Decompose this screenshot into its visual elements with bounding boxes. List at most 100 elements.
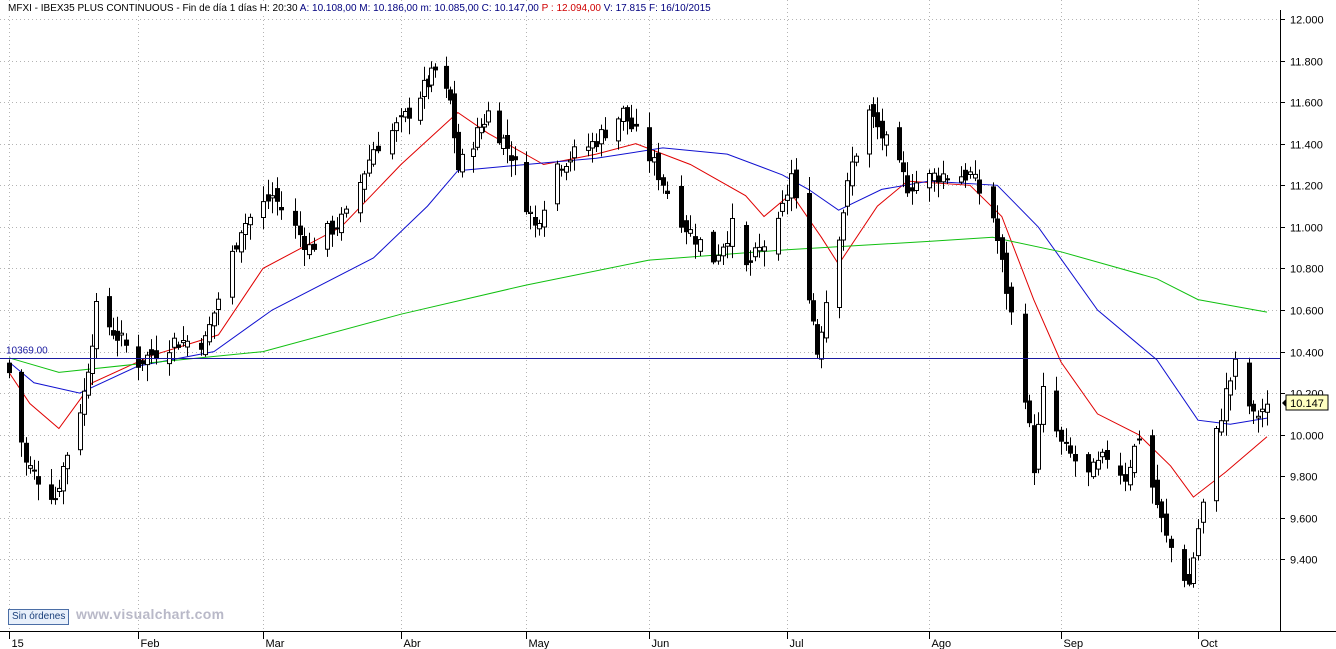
candle-body — [1169, 538, 1174, 548]
candle-body — [963, 169, 968, 181]
candle — [684, 215, 689, 245]
candle-body — [207, 324, 212, 343]
candle — [665, 181, 670, 199]
candle — [837, 236, 842, 319]
candle-body — [748, 260, 753, 263]
candle-body — [1224, 388, 1229, 422]
candle — [61, 462, 66, 505]
candle-body — [234, 245, 239, 250]
candle-body — [1191, 557, 1196, 585]
candle-body — [794, 169, 799, 199]
candle-body — [524, 162, 529, 213]
candle-body — [216, 298, 221, 311]
candle — [376, 131, 381, 154]
candle — [24, 437, 29, 476]
candle-body — [149, 349, 154, 356]
candle-body — [725, 243, 730, 247]
candle-body — [1219, 420, 1224, 433]
candle-body — [460, 153, 465, 173]
candle — [725, 231, 730, 259]
y-tick-label: 9.600 — [1290, 514, 1318, 526]
candle-body — [1159, 501, 1164, 518]
candle-body — [243, 223, 248, 235]
candle-body — [684, 220, 689, 233]
candle — [115, 316, 120, 357]
candle — [1159, 498, 1164, 533]
candle — [275, 177, 280, 216]
candle — [789, 159, 794, 212]
orders-button[interactable]: Sin órdenes — [8, 609, 70, 625]
candle — [634, 108, 639, 132]
candle — [460, 148, 465, 178]
candle-body — [482, 123, 487, 128]
candle — [901, 151, 906, 188]
candle — [1150, 429, 1155, 504]
candle-body — [776, 217, 781, 255]
candle — [1233, 351, 1238, 390]
candle-body — [36, 476, 41, 485]
candle-body — [509, 155, 514, 161]
candle-body — [452, 93, 457, 139]
x-tick-label: Jul — [790, 638, 804, 649]
candle-body — [867, 109, 872, 155]
candle — [973, 160, 978, 182]
candle-body — [1196, 528, 1201, 557]
candle — [537, 219, 542, 236]
candle-body — [897, 127, 902, 161]
candle — [711, 230, 716, 265]
candle — [307, 232, 312, 260]
candle — [429, 61, 434, 93]
candle-body — [652, 157, 657, 163]
candle-body — [266, 194, 271, 202]
candle-body — [407, 107, 412, 119]
candle-body — [599, 129, 604, 145]
candle-body — [497, 110, 502, 144]
candle — [594, 133, 599, 152]
candle — [86, 363, 91, 399]
candle-body — [753, 247, 758, 258]
candle-body — [941, 173, 946, 183]
x-tick-label: May — [529, 638, 550, 649]
candle — [1054, 376, 1059, 438]
candle — [298, 211, 303, 248]
y-tick-label: 11.000 — [1290, 223, 1323, 235]
candle — [124, 333, 129, 353]
candle — [1100, 448, 1105, 464]
candle — [394, 117, 399, 142]
candle — [811, 293, 816, 326]
candle — [367, 144, 372, 177]
candle-body — [111, 330, 116, 336]
candle — [1073, 445, 1078, 477]
y-tick-label: 11.800 — [1290, 57, 1323, 69]
candle — [1000, 234, 1005, 273]
candle — [475, 117, 480, 151]
candle-body — [429, 67, 434, 86]
candle-body — [1068, 445, 1073, 454]
candle — [977, 169, 982, 205]
candle-body — [65, 454, 70, 470]
candle — [730, 203, 735, 259]
candle — [616, 116, 621, 150]
candle-body — [61, 466, 66, 492]
candle — [568, 151, 573, 172]
candle-body — [371, 149, 376, 165]
candle — [875, 97, 880, 140]
candle — [854, 153, 859, 167]
candle — [358, 174, 363, 223]
candle-body — [603, 129, 608, 139]
candle — [1196, 519, 1201, 561]
header-segment: F: 16/10/2015 — [646, 3, 711, 14]
candle-body — [991, 186, 996, 219]
candle-body — [176, 344, 181, 348]
candle — [824, 290, 829, 343]
header-segment: H: 20:30 — [257, 3, 298, 14]
x-tick-label: Sep — [1064, 638, 1084, 649]
candle — [880, 108, 885, 151]
candle — [524, 151, 529, 215]
candle — [555, 160, 560, 211]
candle-body — [616, 118, 621, 142]
candle-body — [1164, 513, 1169, 536]
candle — [312, 237, 317, 252]
candle — [239, 230, 244, 263]
